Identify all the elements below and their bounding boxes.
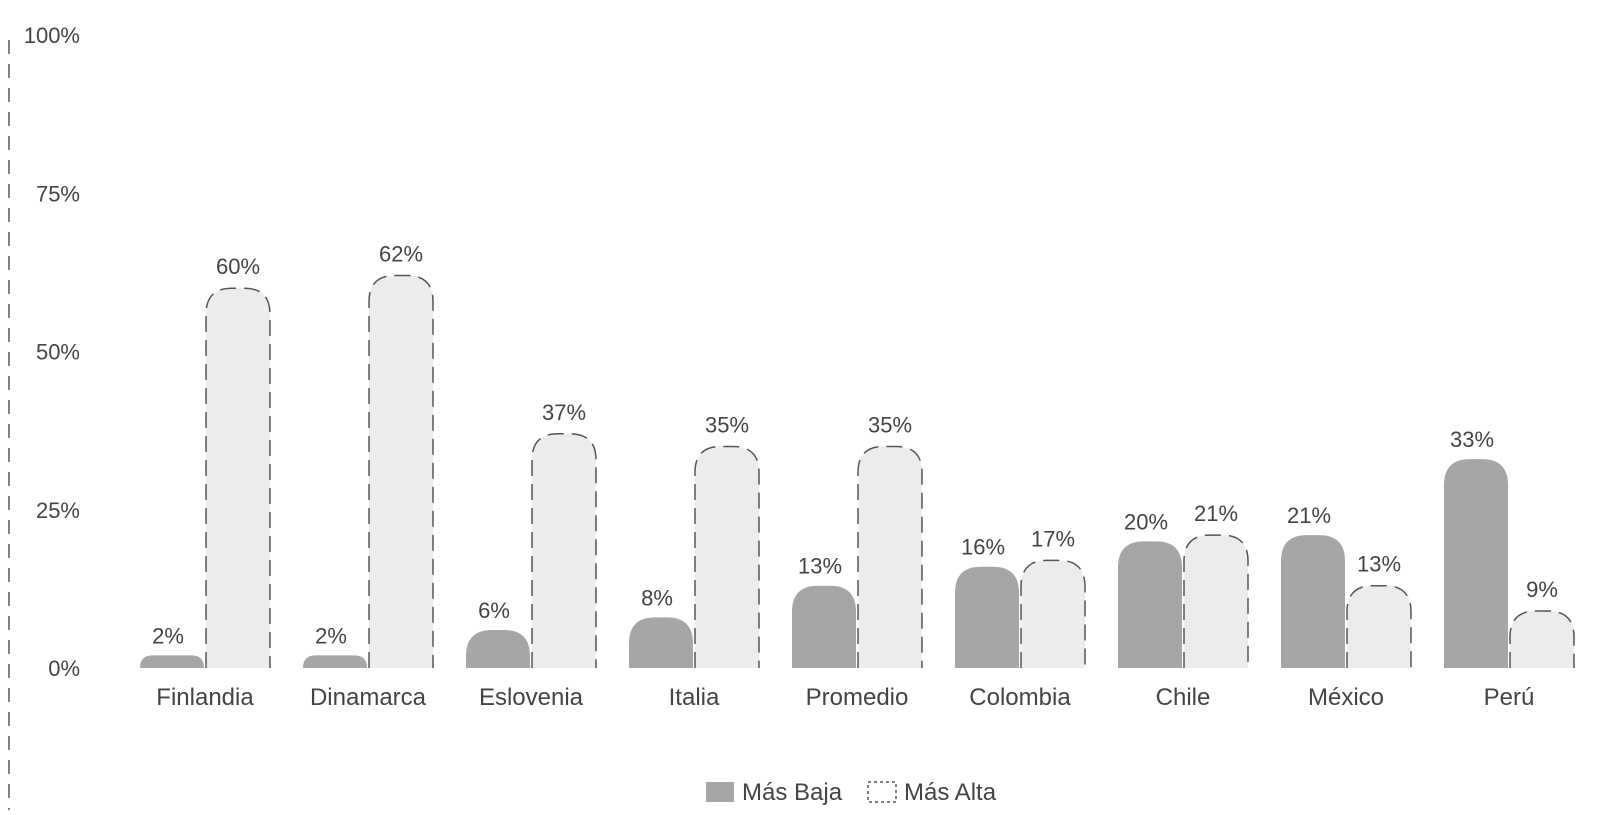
bar-group-promedio: 13% 35% <box>792 412 923 668</box>
category-label-dinamarca: Dinamarca <box>310 684 427 711</box>
bar-mas-alta <box>857 445 923 668</box>
data-label-mas-baja: 13% <box>798 554 842 579</box>
category-label-chile: Chile <box>1156 684 1211 711</box>
legend-swatch-mas-alta <box>867 781 897 803</box>
data-label-mas-baja: 6% <box>478 598 510 623</box>
bar-mas-baja <box>303 655 367 668</box>
data-label-mas-alta: 35% <box>868 412 912 437</box>
category-label-finlandia: Finlandia <box>156 684 254 711</box>
y-tick-label: 0% <box>48 656 80 681</box>
category-label-eslovenia: Eslovenia <box>479 684 584 711</box>
data-label-mas-alta: 37% <box>542 400 586 425</box>
data-label-mas-alta: 60% <box>216 254 260 279</box>
bar-mas-baja <box>466 630 530 668</box>
bar-mas-alta <box>205 287 271 668</box>
bar-group-finlandia: 2% 60% <box>140 254 271 668</box>
category-label-colombia: Colombia <box>969 684 1071 711</box>
y-tick-label: 25% <box>36 498 80 523</box>
data-label-mas-alta: 62% <box>379 242 423 267</box>
category-labels: Finlandia Dinamarca Eslovenia Italia Promedi… <box>156 684 1534 711</box>
bar-mas-alta <box>1509 610 1575 668</box>
category-label-peru: Perú <box>1484 684 1535 711</box>
data-label-mas-alta: 21% <box>1194 501 1238 526</box>
data-label-mas-baja: 2% <box>315 623 347 648</box>
legend-label-mas-alta: Más Alta <box>904 779 997 806</box>
y-axis: 0% 25% 50% 75% 100% <box>8 23 80 810</box>
bar-mas-alta <box>1183 534 1249 668</box>
bar-group-colombia: 16% 17% <box>955 526 1086 668</box>
bar-group-chile: 20% 21% <box>1118 501 1249 668</box>
data-label-mas-baja: 21% <box>1287 503 1331 528</box>
bar-mas-alta <box>1346 584 1412 668</box>
bar-mas-alta <box>1020 559 1086 668</box>
bar-mas-baja <box>955 566 1019 668</box>
category-label-italia: Italia <box>669 684 720 711</box>
bar-group-dinamarca: 2% 62% <box>303 242 434 668</box>
legend: Más Baja Más Alta <box>706 779 997 806</box>
bar-mas-alta <box>531 433 597 668</box>
data-label-mas-baja: 16% <box>961 535 1005 560</box>
bar-mas-baja <box>140 655 204 668</box>
bar-mas-baja <box>1281 535 1345 668</box>
data-label-mas-alta: 35% <box>705 412 749 437</box>
data-label-mas-baja: 33% <box>1450 427 1494 452</box>
bar-group-mexico: 21% 13% <box>1281 503 1412 668</box>
category-label-promedio: Promedio <box>806 684 909 711</box>
bar-mas-baja <box>629 617 693 668</box>
bar-mas-baja <box>1118 541 1182 668</box>
y-tick-label: 50% <box>36 340 80 365</box>
y-tick-label: 100% <box>24 23 80 48</box>
legend-label-mas-baja: Más Baja <box>742 779 843 806</box>
bar-mas-alta <box>368 274 434 668</box>
data-label-mas-baja: 20% <box>1124 509 1168 534</box>
y-tick-label: 75% <box>36 181 80 206</box>
bar-mas-baja <box>792 585 856 668</box>
data-label-mas-baja: 8% <box>641 585 673 610</box>
legend-swatch-mas-baja <box>706 782 734 802</box>
category-label-mexico: México <box>1308 684 1384 711</box>
bar-group-peru: 33% 9% <box>1444 427 1575 668</box>
bar-group-italia: 8% 35% <box>629 412 760 668</box>
bars: 2%60%2%62%6%37%8%35%13%35%16% 17%20% 21% 21… <box>140 242 1575 668</box>
data-label-mas-alta: 13% <box>1357 552 1401 577</box>
data-label-mas-baja: 2% <box>152 623 184 648</box>
bar-mas-alta <box>694 445 760 668</box>
bar-group-eslovenia: 6% 37% <box>466 400 597 668</box>
data-label-mas-alta: 17% <box>1031 526 1075 551</box>
data-label-mas-alta: 9% <box>1526 577 1558 602</box>
bar-mas-baja <box>1444 459 1508 668</box>
